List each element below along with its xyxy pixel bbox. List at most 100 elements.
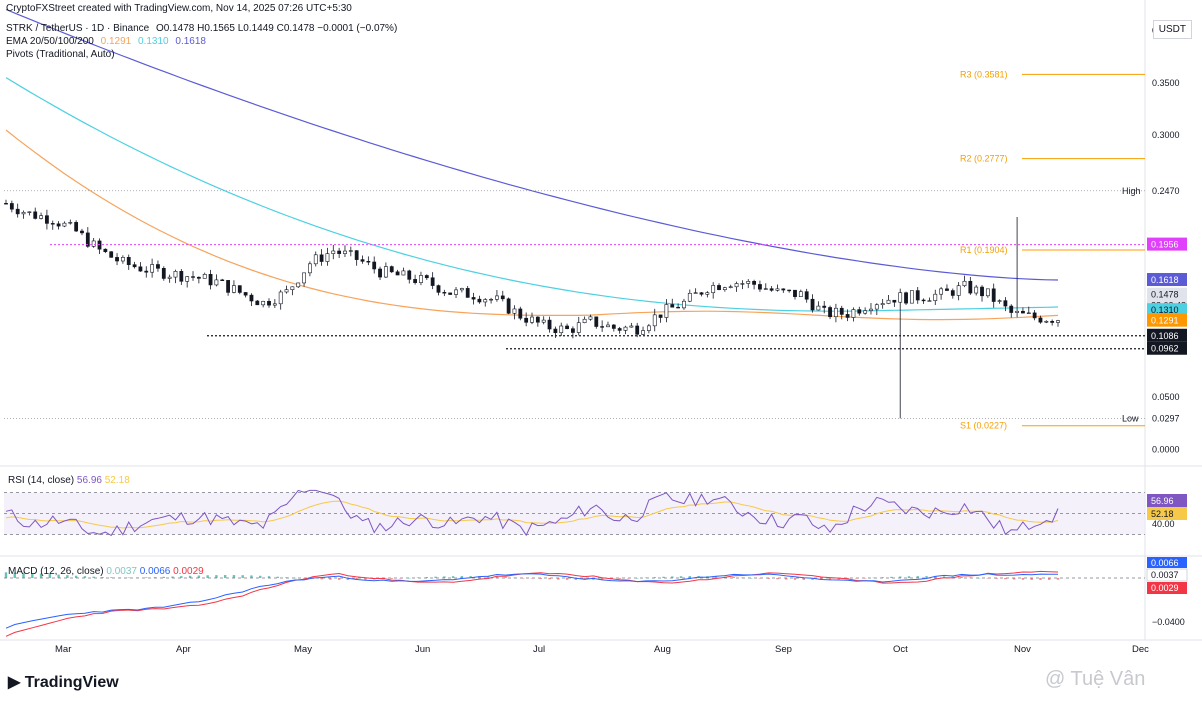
x-tick-label: Jul <box>533 644 545 655</box>
candle-body <box>138 266 143 272</box>
candle-body <box>822 305 827 308</box>
candle-body <box>4 203 8 205</box>
price-badge <box>1147 341 1187 355</box>
candle-body <box>758 284 762 290</box>
candle-body <box>687 292 692 302</box>
macd-histogram-bar <box>530 578 534 579</box>
candle-body <box>1050 320 1055 323</box>
candle-body <box>880 303 885 306</box>
candle-body <box>682 300 686 309</box>
macd-legend: MACD (12, 26, close) 0.0037 0.0066 0.002… <box>8 566 204 577</box>
ema100-value: 0.1310 <box>138 36 169 47</box>
macd-histogram-bar <box>320 578 323 580</box>
macd-histogram-bar <box>776 578 779 580</box>
candle-body <box>652 314 657 327</box>
symbol-name: STRK / TetherUS · 1D · Binance <box>6 23 150 34</box>
macd-histogram-bar <box>451 576 455 578</box>
candle-body <box>798 291 803 297</box>
macd-histogram-bar <box>820 578 823 580</box>
ema100-line <box>5 77 1059 312</box>
candle-body <box>261 300 266 306</box>
candle-body <box>915 290 920 301</box>
candle-body <box>454 289 458 295</box>
macd-histogram-bar <box>495 576 499 578</box>
candle-body <box>874 304 879 310</box>
candle-body <box>120 257 125 262</box>
watermark: @ Tuệ Vân <box>1045 668 1146 690</box>
rsi-legend: RSI (14, close) 56.96 52.18 <box>8 475 130 486</box>
extreme-value: 0.2470 <box>1152 186 1180 196</box>
x-tick-label: Sep <box>775 644 792 655</box>
macd-histogram-bar <box>57 574 60 578</box>
macd-histogram-bar <box>890 576 893 578</box>
candle-body <box>997 300 1002 302</box>
macd-histogram-bar <box>986 578 990 579</box>
macd-histogram-bar <box>250 575 253 578</box>
price-badge-value: 0.1478 <box>1151 290 1179 300</box>
macd-histogram-bar <box>346 578 350 580</box>
macd-histogram-bar <box>934 576 937 578</box>
macd-histogram-bar <box>1030 578 1033 580</box>
macd-histogram-bar <box>618 578 621 579</box>
macd-histogram-bar <box>469 576 472 578</box>
candle-body <box>483 299 488 303</box>
pivot-label: R1 (0.1904) <box>960 245 1008 255</box>
macd-histogram-bar <box>48 574 52 578</box>
macd-histogram-bar <box>425 577 428 578</box>
macd-histogram-bar <box>267 576 271 578</box>
macd-histogram-bar <box>977 577 981 579</box>
macd-histogram-bar <box>478 576 481 578</box>
macd-histogram-bar <box>197 575 201 578</box>
candle-body <box>325 253 330 262</box>
candle-body <box>816 305 821 311</box>
macd-histogram-bar <box>679 576 683 578</box>
candle-body <box>576 322 581 333</box>
macd-histogram-bar <box>355 578 358 580</box>
candle-body <box>927 300 932 302</box>
candle-body <box>594 316 599 327</box>
candle-body <box>173 271 178 278</box>
macd-histogram-bar <box>732 577 735 578</box>
candle-body <box>9 203 14 210</box>
macd-histogram-bar <box>329 578 332 580</box>
candle-body <box>296 282 301 288</box>
candle-body <box>389 266 394 273</box>
candle-body <box>442 292 447 294</box>
candle-body <box>740 283 745 285</box>
candle-body <box>670 304 675 308</box>
candle-body <box>921 299 926 302</box>
macd-histogram-bar <box>486 576 490 578</box>
candle-body <box>331 250 336 254</box>
macd-histogram-bar <box>83 576 87 578</box>
tv-logo-text: TradingView <box>24 674 119 691</box>
currency-selector[interactable]: USDT <box>1152 20 1192 39</box>
rsi-value-badge <box>1147 494 1187 507</box>
candle-body <box>705 292 710 295</box>
candle-body <box>202 274 207 279</box>
candle-body <box>156 264 160 269</box>
macd-histogram-bar <box>907 576 911 578</box>
candle-body <box>600 326 605 328</box>
candle-body <box>658 314 663 318</box>
candle-body <box>290 286 295 290</box>
macd-histogram-bar <box>434 576 437 578</box>
macd-histogram-bar <box>127 577 130 579</box>
macd-histogram-bar <box>925 576 928 578</box>
macd-histogram-bar <box>557 578 560 580</box>
candle-body <box>571 328 575 333</box>
extreme-value: 0.0297 <box>1152 413 1180 423</box>
candle-body <box>419 275 423 283</box>
candle-body <box>722 287 727 290</box>
candle-body <box>524 317 529 323</box>
candle-body <box>565 325 569 330</box>
macd-histogram-bar <box>39 573 43 578</box>
candle-body <box>962 280 967 287</box>
candle-body <box>1044 320 1049 323</box>
candle-body <box>372 261 377 270</box>
candle-body <box>646 325 651 331</box>
macd-histogram-bar <box>110 577 113 578</box>
macd-histogram-bar <box>636 577 639 579</box>
candle-body <box>319 254 324 262</box>
rsi-ma-badge <box>1147 507 1187 520</box>
macd-histogram-bar <box>390 578 393 579</box>
